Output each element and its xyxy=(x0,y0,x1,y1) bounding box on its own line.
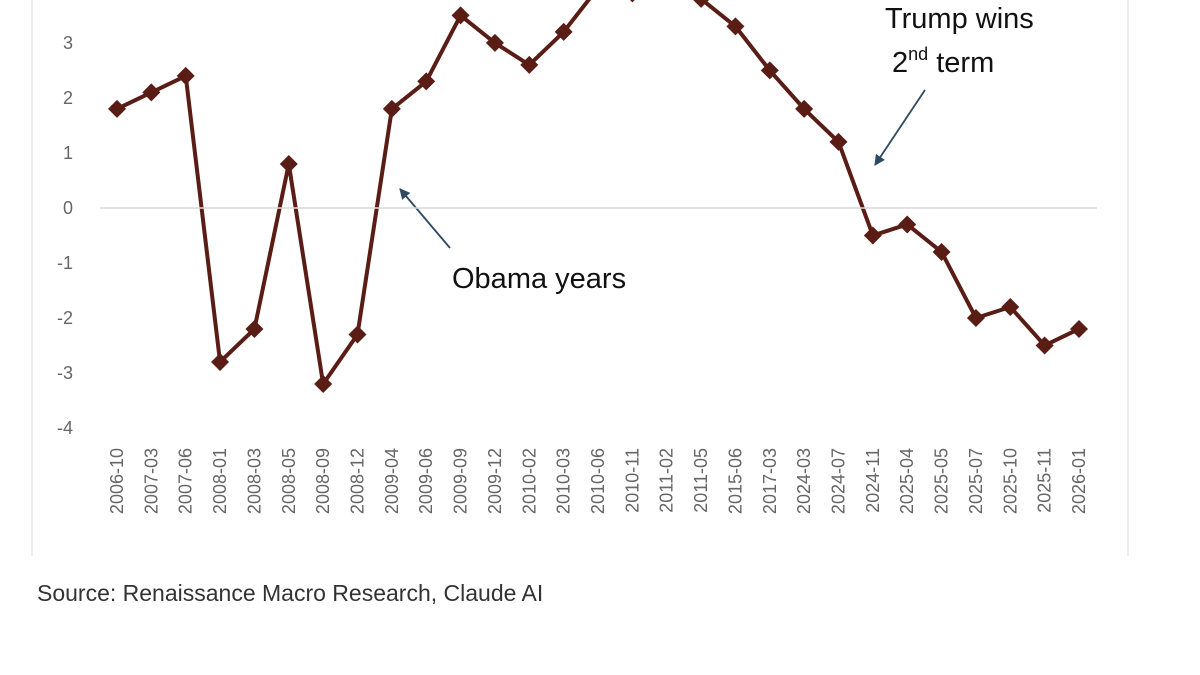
marker xyxy=(211,352,230,371)
y-tick-label: 3 xyxy=(63,33,73,53)
annotation: 2nd term xyxy=(892,44,994,79)
x-tick-label: 2025-05 xyxy=(932,448,952,514)
source: Source: Renaissance Macro Research, Clau… xyxy=(37,580,543,606)
x-tick-label: 2009-09 xyxy=(451,448,471,514)
x-tick-label: 2024-03 xyxy=(794,448,814,514)
annotation: Obama years xyxy=(452,263,626,295)
marker xyxy=(863,226,882,245)
x-tick-label: 2011-02 xyxy=(657,448,677,513)
x-tick-label: 2010-06 xyxy=(588,448,608,514)
x-tick-label: 2008-12 xyxy=(348,448,368,514)
x-tick-label: 2017-03 xyxy=(760,448,780,514)
x-tick-label: 2009-04 xyxy=(382,448,402,514)
y-tick-label: 2 xyxy=(63,88,73,108)
x-tick-label: 2011-05 xyxy=(691,448,711,513)
annotation: Trump wins xyxy=(885,3,1034,35)
obama-arrow xyxy=(399,188,451,249)
marker xyxy=(176,66,195,85)
y-tick-label: 1 xyxy=(63,143,73,163)
marker xyxy=(451,6,470,25)
x-tick-label: 2009-12 xyxy=(485,448,505,514)
marker xyxy=(279,154,298,173)
plot-area xyxy=(108,0,1088,393)
x-tick-label: 2007-06 xyxy=(176,448,196,514)
x-tick-label: 2008-09 xyxy=(313,448,333,514)
x-tick-label: 2010-03 xyxy=(554,448,574,514)
x-tick-label: 2025-07 xyxy=(966,448,986,514)
x-tick-label: 2008-05 xyxy=(279,448,299,514)
marker xyxy=(554,22,573,41)
marker xyxy=(966,308,985,327)
marker xyxy=(829,132,848,151)
x-tick-label: 2025-04 xyxy=(897,448,917,514)
y-tick-label: -2 xyxy=(57,308,73,328)
marker xyxy=(760,61,779,80)
marker xyxy=(629,0,635,3)
x-tick-label: 2009-06 xyxy=(416,448,436,514)
marker xyxy=(795,99,814,118)
y-tick-label: -3 xyxy=(57,363,73,383)
marker xyxy=(898,215,917,234)
x-tick-label: 2010-02 xyxy=(519,448,539,514)
x-tick-label: 2008-01 xyxy=(210,448,230,514)
marker xyxy=(693,0,709,8)
line xyxy=(116,0,1080,386)
marker xyxy=(348,325,367,344)
y-tick-label: 0 xyxy=(63,198,73,218)
annotation-part: nd xyxy=(908,44,928,64)
x-tick-label: 2015-06 xyxy=(725,448,745,514)
marker xyxy=(108,99,126,118)
marker xyxy=(382,99,401,118)
annotation-part: 2 xyxy=(892,47,908,79)
marker xyxy=(142,83,161,102)
x-tick-label: 2006-10 xyxy=(107,448,127,514)
marker xyxy=(485,33,504,52)
y-tick-label: -4 xyxy=(57,418,73,438)
marker xyxy=(245,319,264,338)
x-tick-label: 2008-03 xyxy=(244,448,264,514)
marker xyxy=(520,55,539,74)
marker xyxy=(1070,319,1088,338)
x-tick-label: 2026-01 xyxy=(1069,448,1089,514)
marker xyxy=(1001,297,1020,316)
x-tick-label: 2025-10 xyxy=(1000,448,1020,514)
annotation-part: term xyxy=(928,47,994,79)
marker xyxy=(726,17,745,36)
x-tick-label: 2025-11 xyxy=(1035,448,1055,513)
y-tick-label: -1 xyxy=(57,253,73,273)
marker xyxy=(932,242,951,261)
x-tick-label: 2024-11 xyxy=(863,448,883,513)
x-tick-label: 2024-07 xyxy=(829,448,849,514)
marker xyxy=(1035,336,1054,355)
marker xyxy=(314,374,333,393)
x-tick-label: 2010-11 xyxy=(622,448,642,513)
trump-arrow xyxy=(874,89,926,166)
marker xyxy=(417,72,436,91)
x-tick-label: 2007-03 xyxy=(141,448,161,514)
